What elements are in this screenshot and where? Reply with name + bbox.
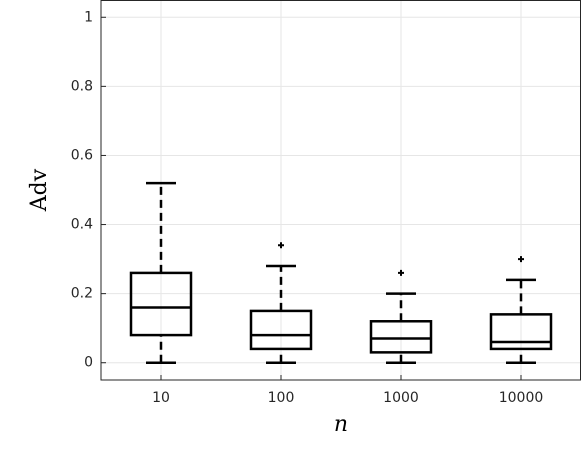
plot-frame [100,0,581,381]
y-axis-label: Adv [27,168,52,212]
box [249,309,313,351]
outlier [518,256,524,263]
x-tick-label: 10 [152,390,170,406]
box [369,320,433,354]
x-axis-label: n [334,412,348,437]
x-tick-label: 10000 [499,390,544,406]
box [129,271,193,337]
y-tick-label: 1 [84,9,93,25]
x-tick-label: 100 [268,390,295,406]
y-tick-label: 0.8 [71,78,93,94]
y-tick-label: 0 [84,355,93,371]
outlier [398,269,404,276]
y-tick-label: 0.6 [71,147,93,163]
x-tick-label: 1000 [383,390,419,406]
box [489,313,553,351]
outlier [278,242,284,249]
y-tick-label: 0.4 [71,217,93,233]
y-tick-label: 0.2 [71,286,93,302]
